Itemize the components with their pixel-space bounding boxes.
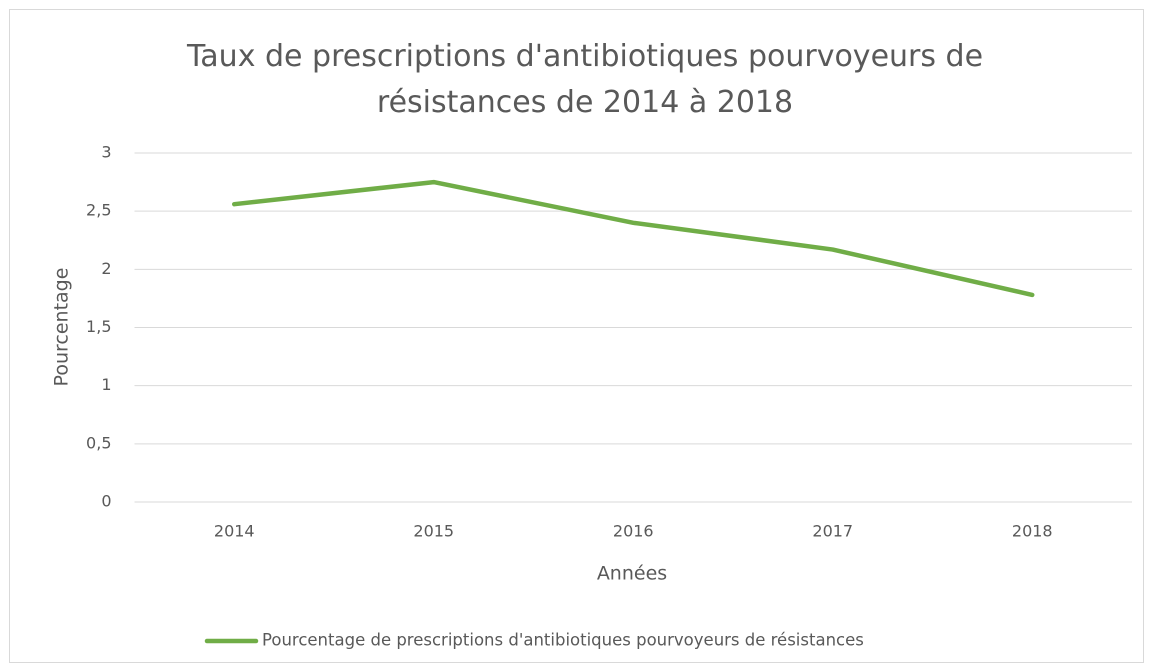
y-tick-label: 0,5 — [86, 433, 111, 452]
x-tick-label: 2017 — [812, 522, 853, 541]
y-axis-label: Pourcentage — [51, 268, 73, 387]
x-tick-label: 2015 — [413, 522, 454, 541]
x-tick-label: 2018 — [1012, 522, 1053, 541]
data-line — [232, 179, 1035, 298]
x-tick-label: 2014 — [214, 522, 255, 541]
y-tick-label: 0 — [101, 492, 111, 511]
x-tick-label: 2016 — [613, 522, 654, 541]
chart-title: Taux de prescriptions d'antibiotiques po… — [186, 39, 984, 120]
y-tick-label: 1,5 — [86, 317, 111, 336]
y-tick-label: 3 — [101, 143, 111, 162]
legend-label: Pourcentage de prescriptions d'antibioti… — [262, 631, 864, 650]
y-tick-label: 2,5 — [86, 201, 111, 220]
y-tick-label: 1 — [101, 375, 111, 394]
x-axis-label: Années — [597, 563, 667, 585]
y-tick-label: 2 — [101, 259, 111, 278]
chart-border — [9, 9, 1144, 663]
